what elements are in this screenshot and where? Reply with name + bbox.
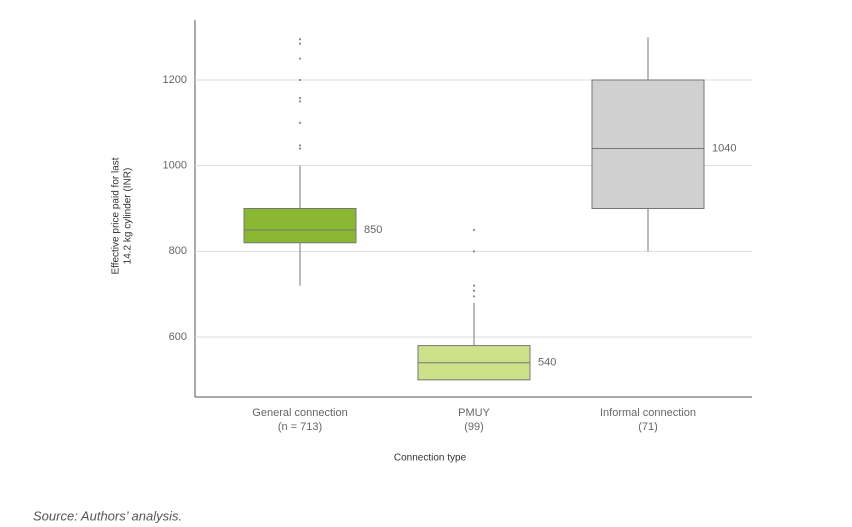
outlier [298,78,302,82]
x-tick-sublabel: (99) [464,421,484,433]
outlier [472,228,476,232]
outlier [472,295,476,298]
outlier [298,38,302,41]
x-axis-title: Connection type [394,453,467,464]
outlier [298,144,302,147]
median-label: 850 [364,224,382,236]
outlier [298,96,302,100]
box [243,208,357,244]
y-axis-title: Effective price paid for last 14.2 kg cy… [111,157,134,274]
outlier [298,42,302,45]
y-axis-title-line: Effective price paid for last [111,157,122,274]
outlier [472,284,476,287]
x-tick-label: Informal connection [600,407,696,419]
median-label: 1040 [712,142,736,154]
y-tick-label: 600 [169,331,187,343]
x-tick-sublabel: (n = 713) [278,421,322,433]
y-tick-label: 1200 [163,74,187,86]
outlier [298,121,302,124]
outlier [472,289,476,292]
x-tick-label: PMUY [458,407,490,419]
y-tick-label: 800 [169,245,187,257]
outlier [298,57,302,60]
outlier [472,250,476,253]
y-tick-label: 1000 [163,160,187,172]
source-note: Source: Authors’ analysis. [33,508,182,523]
outlier [298,147,302,150]
x-tick-label: General connection [252,407,347,419]
median-label: 540 [538,357,556,369]
outlier [298,100,302,103]
x-tick-sublabel: (71) [638,421,658,433]
box [591,79,705,209]
y-axis-title-line: 14.2 kg cylinder (INR) [123,168,134,265]
